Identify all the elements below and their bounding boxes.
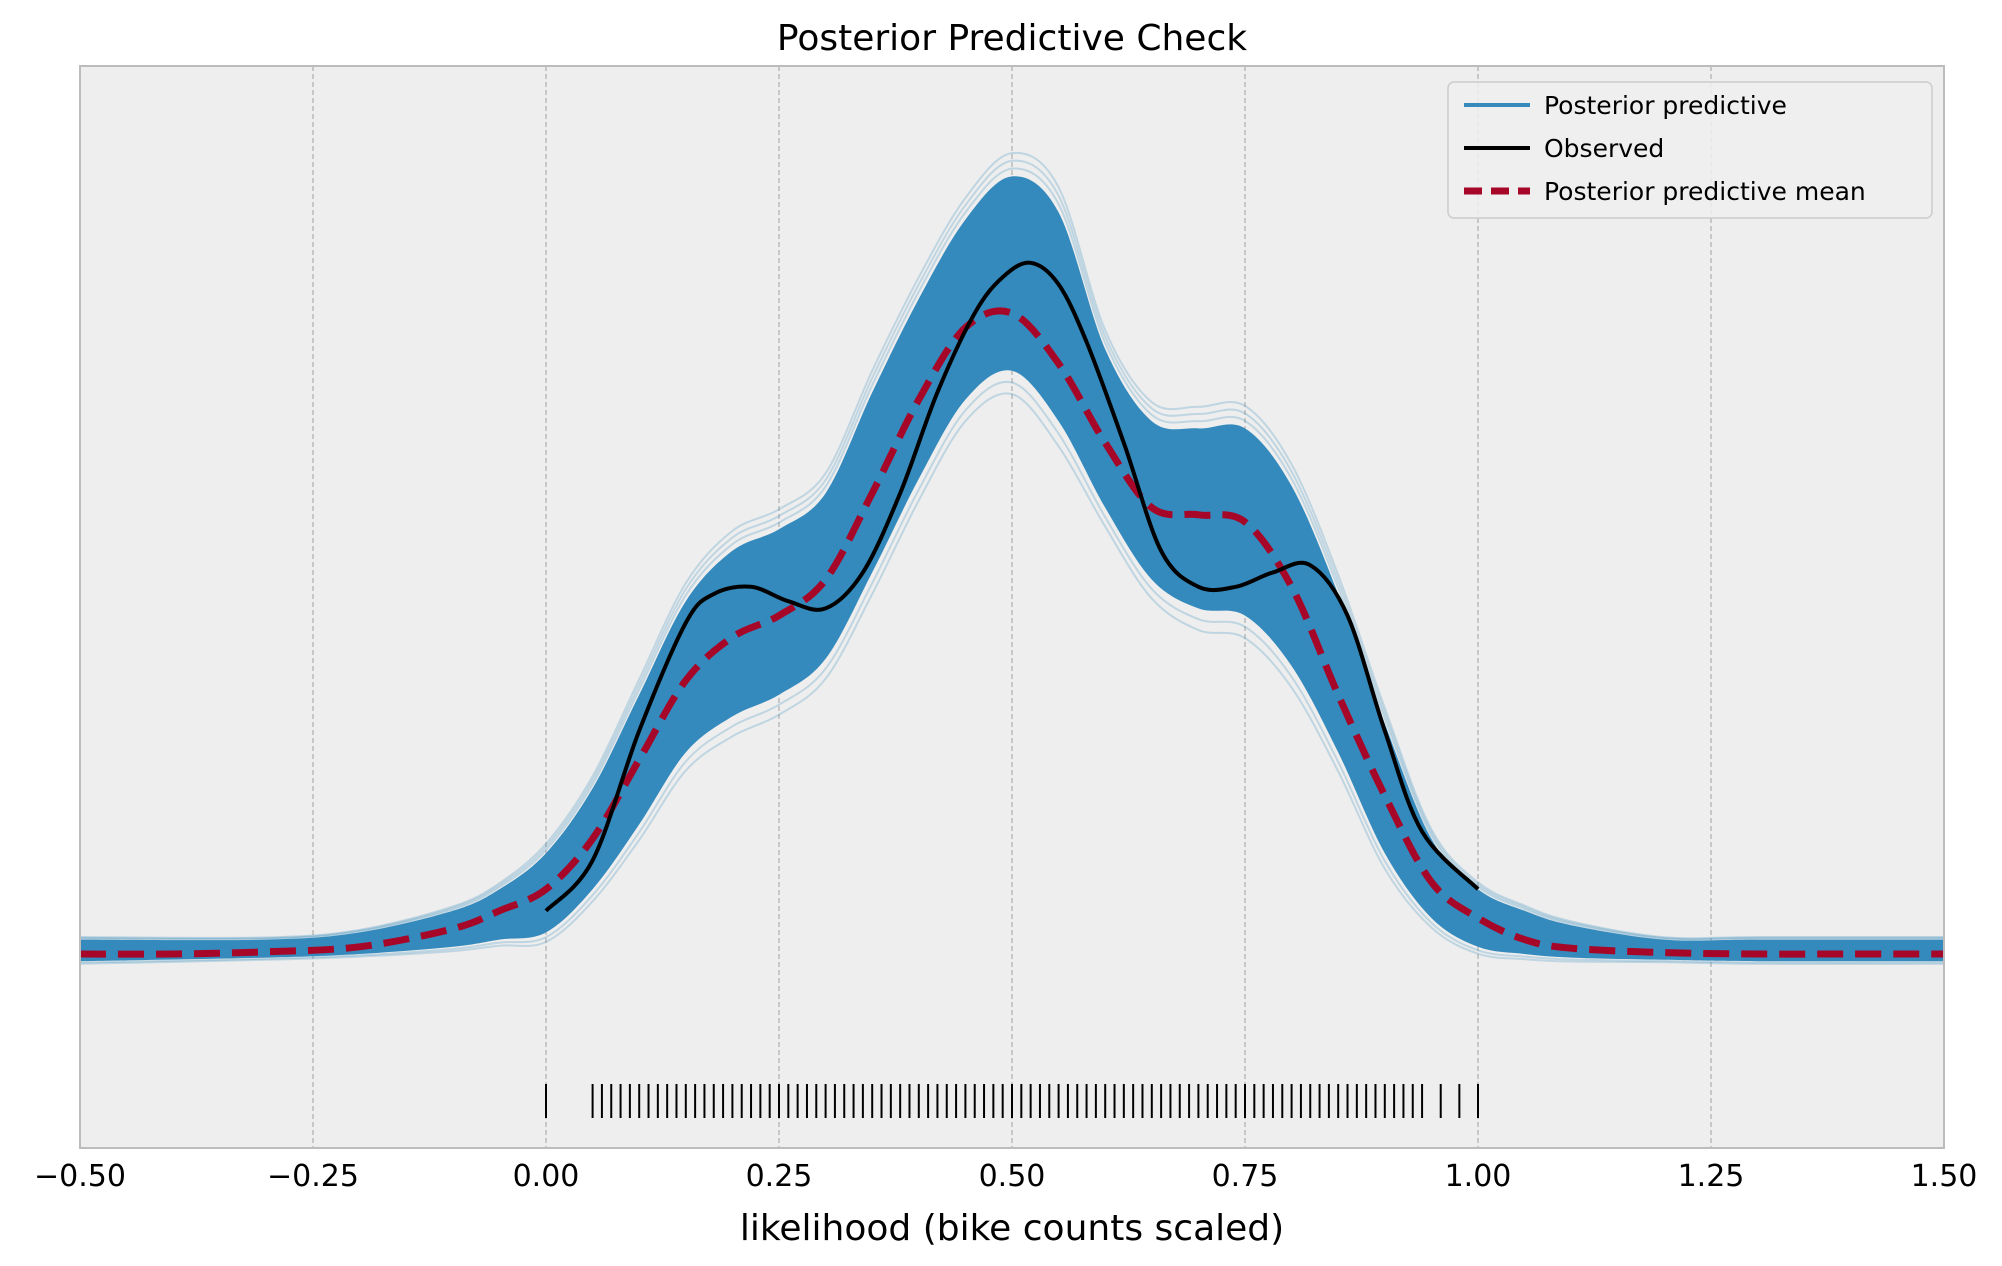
x-tick-label: −0.25 [267, 1159, 359, 1194]
posterior-predictive-draw [79, 159, 1944, 941]
x-tick-label: 1.50 [1911, 1159, 1978, 1194]
legend: Posterior predictive Observed Posterior … [1447, 81, 1933, 219]
legend-box [1447, 81, 1933, 219]
posterior-predictive-mean-line [79, 307, 1945, 958]
legend-label-posterior-predictive-mean: Posterior predictive mean [1544, 177, 1866, 206]
posterior-predictive-fill [80, 176, 1944, 962]
x-tick-label: 0.25 [746, 1159, 813, 1194]
x-tick-label: 0.75 [1212, 1159, 1279, 1194]
x-tick-label: 1.25 [1678, 1159, 1745, 1194]
plot-border [79, 65, 1945, 1149]
series-lines [79, 260, 1945, 958]
x-tick-label: 0.00 [513, 1159, 580, 1194]
x-tick-label: 1.00 [1445, 1159, 1512, 1194]
chart-title: Posterior Predictive Check [777, 18, 1247, 59]
x-axis-ticks: −0.50 −0.25 0.00 0.25 0.50 0.75 1.00 1.25 1.50 [34, 1159, 1977, 1194]
x-tick-label: −0.50 [34, 1159, 126, 1194]
posterior-predictive-draw [79, 392, 1945, 965]
x-tick-label: 0.50 [979, 1159, 1046, 1194]
legend-label-posterior-predictive: Posterior predictive [1544, 91, 1787, 120]
observed-line [544, 260, 1480, 913]
posterior-predictive-draw [79, 151, 1944, 940]
rug-plot [545, 1084, 1479, 1118]
x-axis-label: likelihood (bike counts scaled) [740, 1208, 1284, 1249]
legend-label-observed: Observed [1544, 134, 1664, 163]
posterior-predictive-draw [79, 380, 1945, 964]
